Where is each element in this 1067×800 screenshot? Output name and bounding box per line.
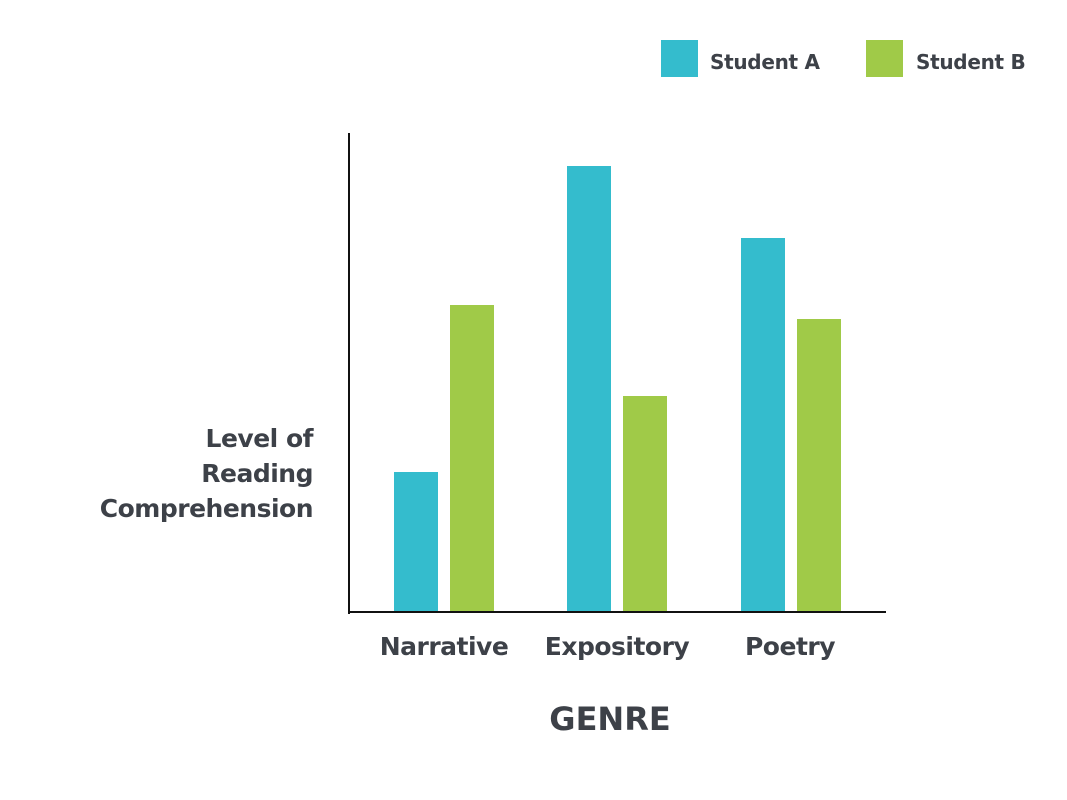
bar-poetry-student-b: [797, 319, 841, 611]
category-label-poetry: Poetry: [744, 632, 836, 661]
category-label-expository: Expository: [544, 632, 690, 661]
bar-narrative-student-a: [394, 472, 438, 611]
bar-expository-student-b: [623, 396, 667, 611]
legend-swatch-student-a: [661, 40, 698, 77]
y-axis-label-line-1: Level of: [205, 424, 314, 453]
x-axis-label: GENRE: [549, 700, 671, 738]
legend-label-student-a: Student A: [710, 50, 820, 74]
legend-label-student-b: Student B: [916, 50, 1026, 74]
y-axis-line: [348, 133, 350, 614]
y-axis-label-line-3: Comprehension: [99, 494, 314, 523]
y-axis-label-line-2: Reading: [201, 459, 313, 488]
category-label-narrative: Narrative: [379, 632, 509, 661]
bar-poetry-student-a: [741, 238, 785, 611]
bar-expository-student-a: [567, 166, 611, 611]
bar-narrative-student-b: [450, 305, 494, 611]
x-axis-line: [348, 611, 886, 613]
y-axis-label: Level of Reading Comprehension: [40, 421, 314, 526]
legend-swatch-student-b: [866, 40, 903, 77]
